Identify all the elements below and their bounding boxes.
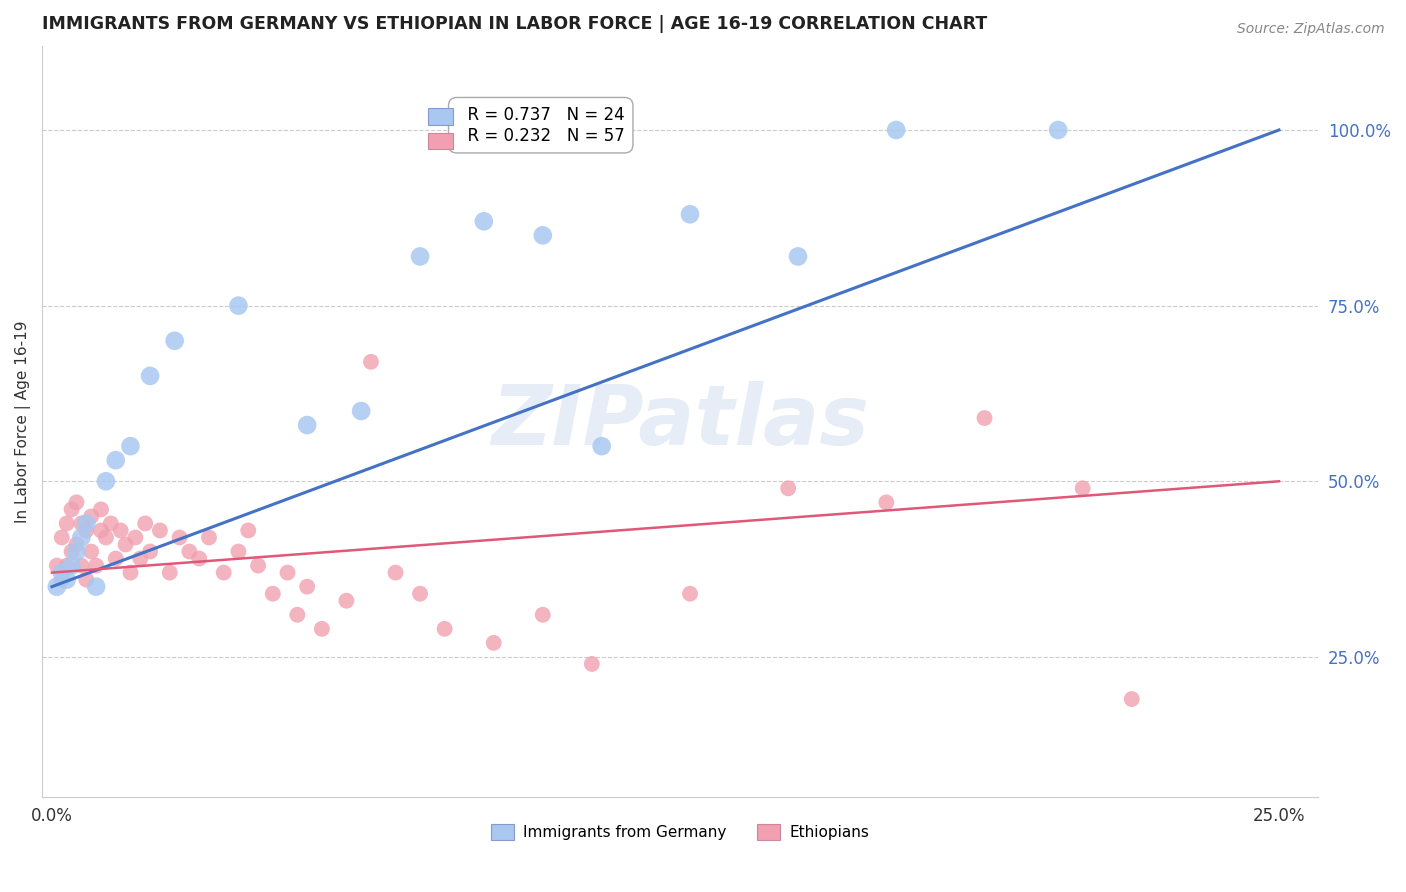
Point xyxy=(531,607,554,622)
Point xyxy=(295,580,318,594)
Point xyxy=(55,558,77,573)
Point xyxy=(238,524,260,538)
Point xyxy=(311,622,333,636)
Point xyxy=(70,516,93,531)
Point xyxy=(139,368,162,383)
Point xyxy=(100,516,122,531)
Point xyxy=(188,551,211,566)
Point xyxy=(247,558,270,573)
Text: IMMIGRANTS FROM GERMANY VS ETHIOPIAN IN LABOR FORCE | AGE 16-19 CORRELATION CHAR: IMMIGRANTS FROM GERMANY VS ETHIOPIAN IN … xyxy=(42,15,987,33)
Point xyxy=(228,299,250,313)
Point xyxy=(482,636,505,650)
Point xyxy=(1047,123,1070,137)
Point xyxy=(51,573,73,587)
Point xyxy=(80,509,103,524)
Point xyxy=(84,580,107,594)
Point xyxy=(679,587,702,601)
Point xyxy=(84,558,107,573)
Point xyxy=(104,453,127,467)
Point xyxy=(104,551,127,566)
Point xyxy=(884,123,907,137)
Point xyxy=(295,418,318,433)
Point xyxy=(60,544,83,558)
Point xyxy=(169,531,191,545)
Legend: Immigrants from Germany, Ethiopians: Immigrants from Germany, Ethiopians xyxy=(485,818,876,847)
Point xyxy=(228,544,250,558)
Point xyxy=(51,566,73,580)
Point xyxy=(110,524,132,538)
FancyBboxPatch shape xyxy=(427,108,453,125)
Point xyxy=(679,207,702,221)
Point xyxy=(60,558,83,573)
Point xyxy=(120,439,142,453)
Point xyxy=(262,587,284,601)
Point xyxy=(75,524,97,538)
Point xyxy=(75,516,97,531)
Text: R = 0.737   N = 24
  R = 0.232   N = 57: R = 0.737 N = 24 R = 0.232 N = 57 xyxy=(457,106,624,145)
Point xyxy=(80,544,103,558)
Point xyxy=(409,249,432,263)
Text: Source: ZipAtlas.com: Source: ZipAtlas.com xyxy=(1237,22,1385,37)
FancyBboxPatch shape xyxy=(427,133,453,150)
Point xyxy=(433,622,456,636)
Point xyxy=(212,566,235,580)
Point xyxy=(531,228,554,243)
Point xyxy=(124,531,146,545)
Point xyxy=(139,544,162,558)
Point xyxy=(1121,692,1143,706)
Point xyxy=(51,531,73,545)
Point xyxy=(65,495,87,509)
Point xyxy=(472,214,495,228)
Point xyxy=(45,580,67,594)
Point xyxy=(55,573,77,587)
Point xyxy=(581,657,603,671)
Point xyxy=(409,587,432,601)
Point xyxy=(65,544,87,558)
Point xyxy=(94,475,117,489)
Point xyxy=(120,566,142,580)
Point xyxy=(55,516,77,531)
Point xyxy=(360,355,382,369)
Point xyxy=(75,573,97,587)
Point xyxy=(70,558,93,573)
Point xyxy=(45,558,67,573)
Point xyxy=(129,551,152,566)
Point xyxy=(591,439,613,453)
Point xyxy=(65,537,87,551)
Point xyxy=(159,566,181,580)
Point xyxy=(60,502,83,516)
Point xyxy=(335,593,357,607)
Point xyxy=(114,537,136,551)
Point xyxy=(90,502,112,516)
Point xyxy=(285,607,308,622)
Text: ZIPatlas: ZIPatlas xyxy=(491,381,869,462)
Point xyxy=(94,531,117,545)
Point xyxy=(70,531,93,545)
Point xyxy=(787,249,810,263)
Point xyxy=(778,481,800,495)
Point xyxy=(149,524,172,538)
Point xyxy=(1071,481,1094,495)
Point xyxy=(973,411,995,425)
Point xyxy=(90,524,112,538)
Point xyxy=(277,566,299,580)
Point xyxy=(134,516,156,531)
Point xyxy=(163,334,186,348)
Point xyxy=(875,495,897,509)
Y-axis label: In Labor Force | Age 16-19: In Labor Force | Age 16-19 xyxy=(15,320,31,523)
Point xyxy=(179,544,201,558)
Point xyxy=(198,531,221,545)
Point xyxy=(350,404,373,418)
Point xyxy=(384,566,406,580)
